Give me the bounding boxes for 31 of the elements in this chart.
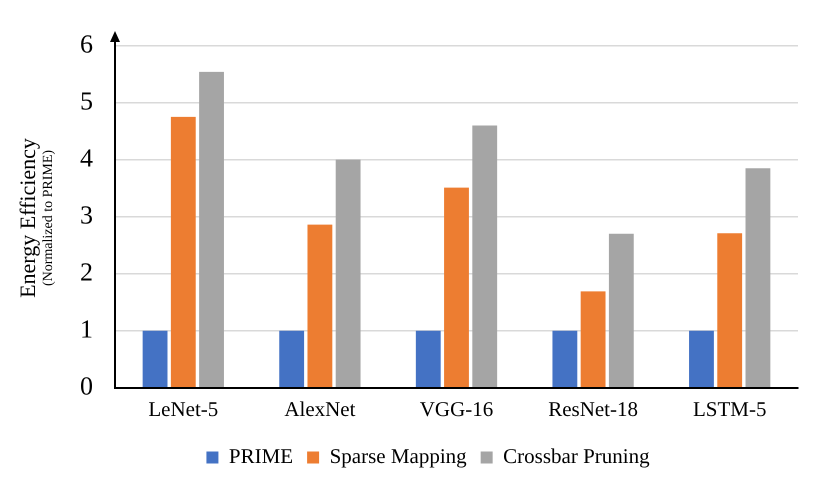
y-axis-title: Energy Efficiency (Normalized to PRIME) [15,138,57,298]
x-tick-label: LeNet-5 [148,396,218,421]
bar [307,224,332,388]
legend-label: Crossbar Pruning [503,444,650,468]
bar [608,234,634,388]
x-tick-label: ResNet-18 [548,396,638,421]
bar [170,116,196,388]
bar [416,330,441,388]
bar [580,291,606,388]
x-tick-label: AlexNet [284,396,356,421]
y-tick-label: 1 [80,314,93,344]
x-tick-label: VGG-16 [420,396,494,421]
y-tick-label: 5 [80,86,93,116]
y-tick-label: 6 [80,29,93,58]
bar [142,330,168,388]
bar [472,125,498,388]
legend-label: Sparse Mapping [330,444,468,468]
x-tick-label: LSTM-5 [692,396,766,421]
bar [689,330,714,388]
y-tick-label: 3 [80,200,93,230]
bar [199,72,224,388]
y-tick-label: 4 [80,143,93,172]
bar [746,168,770,388]
bar [552,330,578,388]
y-tick-label: 2 [80,258,93,287]
bar [279,330,304,388]
bar [444,188,469,388]
y-tick-label: 0 [80,372,93,401]
bar [336,160,361,388]
bar [717,233,742,388]
legend-label: PRIME [228,444,294,468]
